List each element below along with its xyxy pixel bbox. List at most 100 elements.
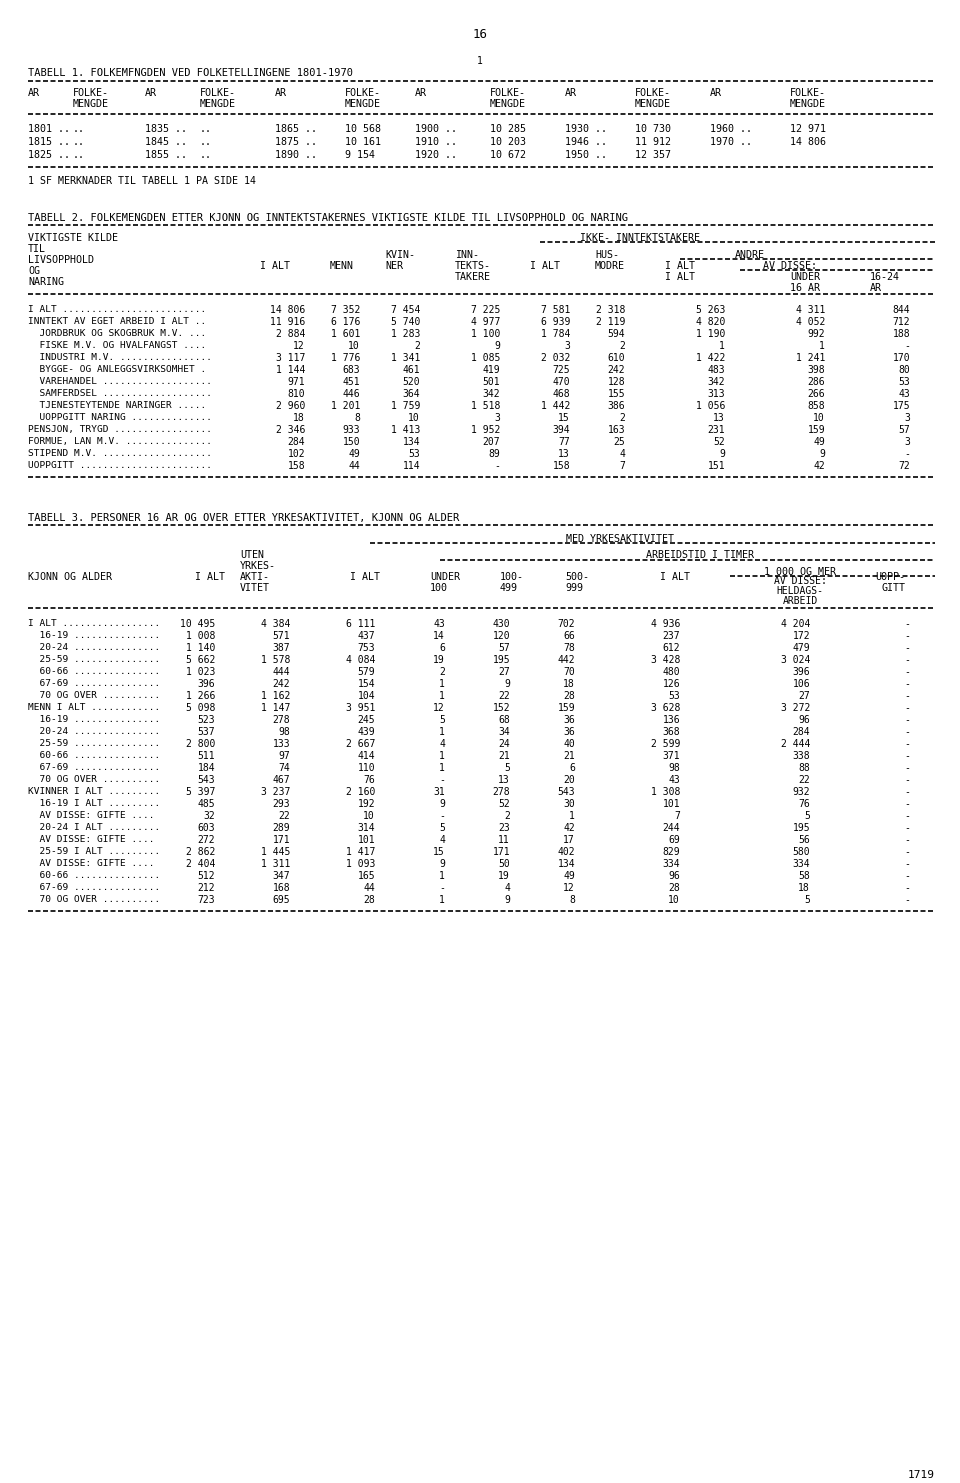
- Text: 1 413: 1 413: [391, 426, 420, 435]
- Text: -: -: [904, 847, 910, 857]
- Text: 11 916: 11 916: [270, 317, 305, 326]
- Text: INDUSTRI M.V. ................: INDUSTRI M.V. ................: [28, 353, 212, 362]
- Text: 451: 451: [343, 377, 360, 387]
- Text: 16-19 ...............: 16-19 ...............: [28, 715, 160, 724]
- Text: FOLKE-: FOLKE-: [73, 87, 109, 98]
- Text: 470: 470: [552, 377, 570, 387]
- Text: 110: 110: [357, 762, 375, 773]
- Text: 10 672: 10 672: [490, 150, 526, 160]
- Text: 702: 702: [558, 618, 575, 629]
- Text: -: -: [904, 341, 910, 351]
- Text: I ALT: I ALT: [660, 572, 690, 581]
- Text: 1 422: 1 422: [696, 353, 725, 363]
- Text: 520: 520: [402, 377, 420, 387]
- Text: OG: OG: [28, 265, 40, 276]
- Text: AV DISSE: GIFTE ....: AV DISSE: GIFTE ....: [28, 859, 155, 868]
- Text: 1920 ..: 1920 ..: [415, 150, 457, 160]
- Text: 1 784: 1 784: [540, 329, 570, 340]
- Text: 21: 21: [498, 750, 510, 761]
- Text: 695: 695: [273, 896, 290, 905]
- Text: 195: 195: [492, 655, 510, 664]
- Text: UNDER: UNDER: [430, 572, 460, 581]
- Text: 96: 96: [668, 871, 680, 881]
- Text: 1 417: 1 417: [346, 847, 375, 857]
- Text: 49: 49: [348, 449, 360, 460]
- Text: 500-: 500-: [565, 572, 589, 581]
- Text: NER: NER: [385, 261, 403, 271]
- Text: 4: 4: [619, 449, 625, 460]
- Text: MENGDE: MENGDE: [200, 99, 236, 108]
- Text: 844: 844: [893, 305, 910, 314]
- Text: 36: 36: [564, 715, 575, 725]
- Text: 1 266: 1 266: [185, 691, 215, 701]
- Text: 7: 7: [619, 461, 625, 472]
- Text: 43: 43: [433, 618, 445, 629]
- Text: 1 445: 1 445: [260, 847, 290, 857]
- Text: 1 093: 1 093: [346, 859, 375, 869]
- Text: MENGDE: MENGDE: [790, 99, 826, 108]
- Text: 10: 10: [348, 341, 360, 351]
- Text: 1855 ..: 1855 ..: [145, 150, 187, 160]
- Text: 10 730: 10 730: [635, 125, 671, 133]
- Text: 1 601: 1 601: [330, 329, 360, 340]
- Text: 858: 858: [807, 400, 825, 411]
- Text: TAKERE: TAKERE: [455, 271, 491, 282]
- Text: 96: 96: [799, 715, 810, 725]
- Text: MENN I ALT ............: MENN I ALT ............: [28, 703, 160, 712]
- Text: 402: 402: [558, 847, 575, 857]
- Text: 1875 ..: 1875 ..: [275, 136, 317, 147]
- Text: 1: 1: [439, 762, 445, 773]
- Text: 284: 284: [792, 727, 810, 737]
- Text: 810: 810: [287, 389, 305, 399]
- Text: 1: 1: [439, 750, 445, 761]
- Text: 2: 2: [619, 412, 625, 423]
- Text: 74: 74: [278, 762, 290, 773]
- Text: 42: 42: [813, 461, 825, 472]
- Text: -: -: [904, 618, 910, 629]
- Text: 25: 25: [613, 437, 625, 446]
- Text: AV DISSE: GIFTE ....: AV DISSE: GIFTE ....: [28, 835, 155, 844]
- Text: -: -: [494, 461, 500, 472]
- Text: 10: 10: [668, 896, 680, 905]
- Text: 2 404: 2 404: [185, 859, 215, 869]
- Text: GITT: GITT: [881, 583, 905, 593]
- Text: 67-69 ...............: 67-69 ...............: [28, 679, 160, 688]
- Text: 171: 171: [273, 835, 290, 845]
- Text: 1815 ..: 1815 ..: [28, 136, 70, 147]
- Text: 387: 387: [273, 644, 290, 653]
- Text: AV DISSE: GIFTE ....: AV DISSE: GIFTE ....: [28, 811, 155, 820]
- Text: 829: 829: [662, 847, 680, 857]
- Text: 188: 188: [893, 329, 910, 340]
- Text: 3: 3: [564, 341, 570, 351]
- Text: 2 884: 2 884: [276, 329, 305, 340]
- Text: FOLKE-: FOLKE-: [790, 87, 826, 98]
- Text: 3 024: 3 024: [780, 655, 810, 664]
- Text: 23: 23: [498, 823, 510, 833]
- Text: 3 951: 3 951: [346, 703, 375, 713]
- Text: 70 OG OVER ..........: 70 OG OVER ..........: [28, 691, 160, 700]
- Text: 21: 21: [564, 750, 575, 761]
- Text: 50: 50: [498, 859, 510, 869]
- Text: 165: 165: [357, 871, 375, 881]
- Text: 14 806: 14 806: [790, 136, 826, 147]
- Text: 14: 14: [433, 630, 445, 641]
- Text: 168: 168: [273, 882, 290, 893]
- Text: 43: 43: [668, 776, 680, 785]
- Text: 69: 69: [668, 835, 680, 845]
- Text: 479: 479: [792, 644, 810, 653]
- Text: -: -: [904, 896, 910, 905]
- Text: 16-19 I ALT .........: 16-19 I ALT .........: [28, 799, 160, 808]
- Text: 1 201: 1 201: [330, 400, 360, 411]
- Text: 53: 53: [408, 449, 420, 460]
- Text: 11 912: 11 912: [635, 136, 671, 147]
- Text: 43: 43: [899, 389, 910, 399]
- Text: 28: 28: [668, 882, 680, 893]
- Text: -: -: [904, 691, 910, 701]
- Text: SAMFERDSEL ...................: SAMFERDSEL ...................: [28, 389, 212, 397]
- Text: 77: 77: [559, 437, 570, 446]
- Text: 68: 68: [498, 715, 510, 725]
- Text: 272: 272: [198, 835, 215, 845]
- Text: 1 000 OG MER: 1 000 OG MER: [764, 567, 836, 577]
- Text: 2 800: 2 800: [185, 739, 215, 749]
- Text: 100-: 100-: [500, 572, 524, 581]
